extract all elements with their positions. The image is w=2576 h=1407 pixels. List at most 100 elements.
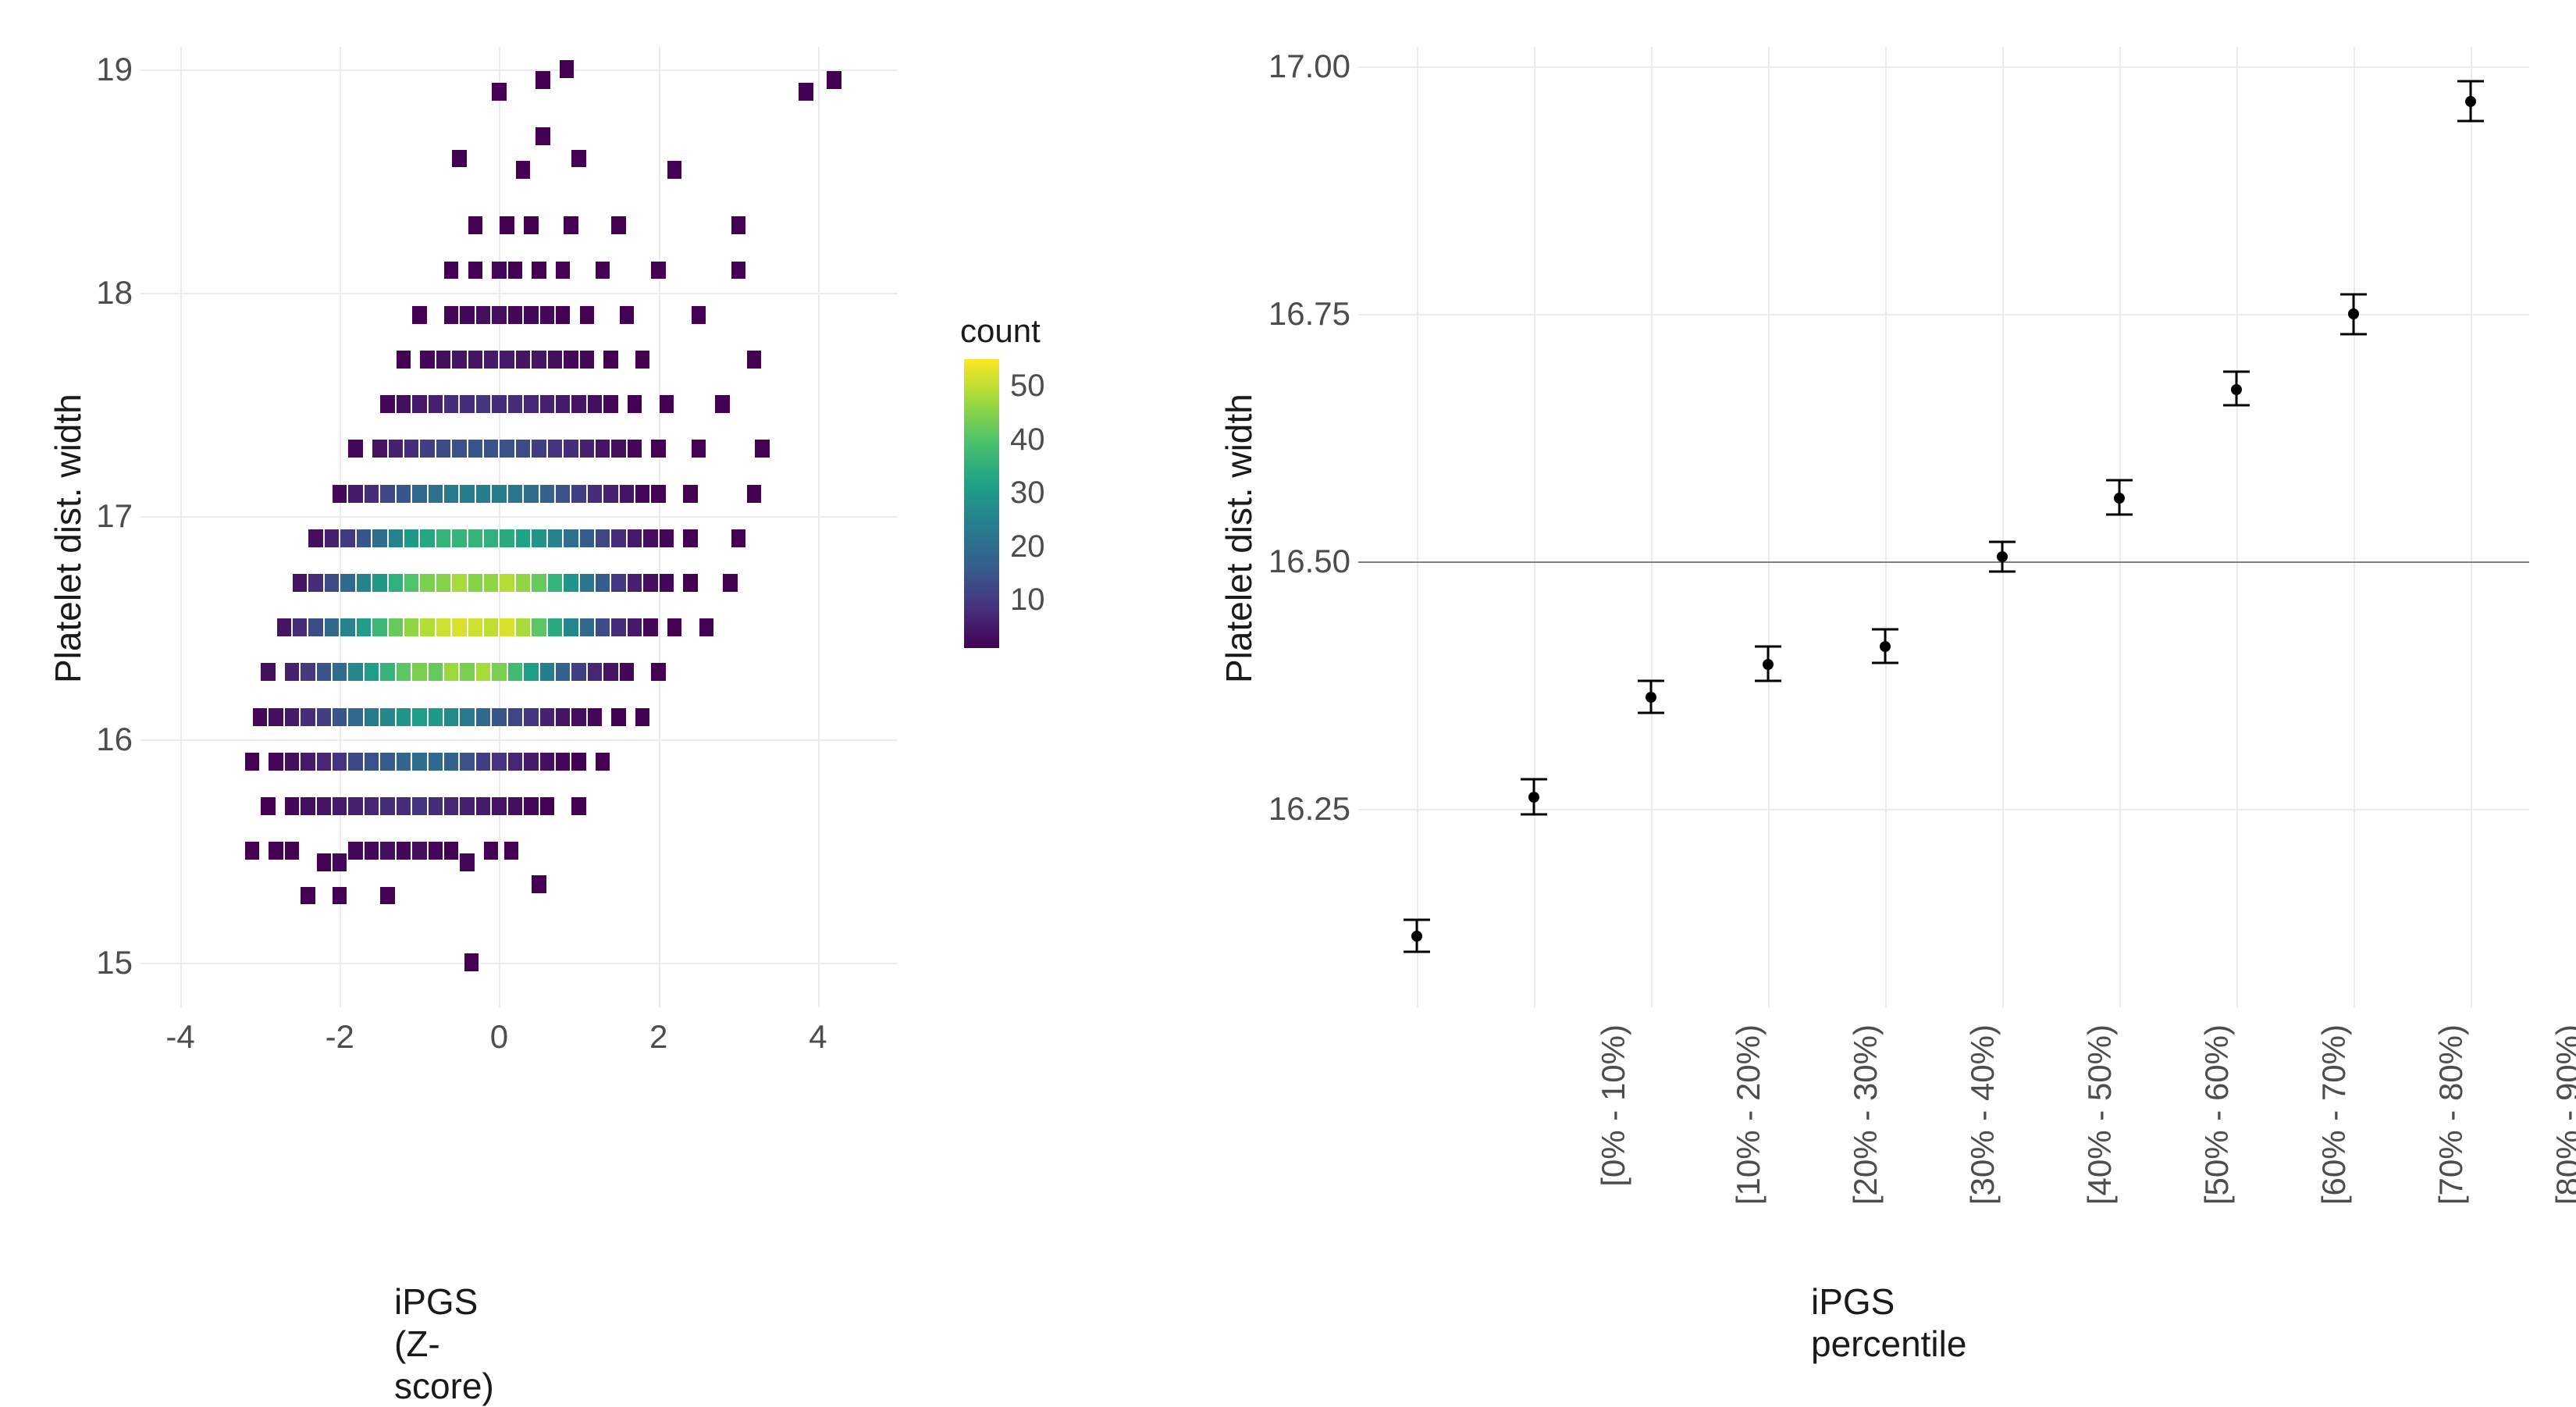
hexbin-cell: [444, 842, 458, 860]
hexbin-cell: [628, 395, 642, 413]
hexbin-cell: [508, 797, 522, 815]
hexbin-cell: [571, 395, 585, 413]
hexbin-cell: [348, 753, 362, 771]
hexbin-cell: [532, 351, 546, 369]
hexbin-cell: [285, 708, 299, 726]
hexbin-cell: [357, 529, 371, 547]
hexbin-cell: [492, 262, 506, 280]
hexbin-cell: [516, 618, 530, 636]
hexbin-cell: [556, 753, 570, 771]
hexbin-cell: [404, 574, 418, 592]
error-point: [1763, 659, 1774, 670]
hexbin-cell: [799, 83, 813, 101]
hexbin-cell: [611, 529, 625, 547]
grid-line: [2002, 47, 2004, 1007]
hexbin-cell: [380, 842, 394, 860]
hexbin-cell: [524, 216, 538, 234]
error-cap: [1989, 571, 2016, 573]
hexbin-cell: [436, 574, 450, 592]
error-cap: [2106, 479, 2133, 482]
hexbin-cell: [245, 753, 259, 771]
hexbin-cell: [635, 708, 649, 726]
error-cap: [2223, 370, 2250, 372]
hexbin-cell: [429, 753, 443, 771]
hexbin-cell: [603, 395, 617, 413]
hexbin-cell: [476, 306, 490, 324]
left-y-axis-title: Platelet dist. width: [47, 394, 89, 683]
hexbin-cell: [532, 618, 546, 636]
error-cap: [1404, 919, 1430, 921]
hexbin-cell: [516, 161, 530, 179]
hexbin-cell: [436, 440, 450, 458]
grid-line: [141, 293, 898, 294]
y-tick-label: 16: [86, 721, 133, 758]
error-cap: [1755, 679, 1781, 682]
hexbin-cell: [596, 262, 610, 280]
hexbin-cell: [317, 708, 331, 726]
hexbin-cell: [397, 485, 411, 503]
hexbin-cell: [348, 485, 362, 503]
hexbin-cell: [596, 618, 610, 636]
hexbin-cell: [365, 753, 379, 771]
hexbin-cell: [317, 853, 331, 871]
hexbin-cell: [532, 529, 546, 547]
hexbin-cell: [516, 351, 530, 369]
hexbin-cell: [333, 797, 347, 815]
hexbin-cell: [397, 663, 411, 681]
hexbin-cell: [429, 395, 443, 413]
legend-title: count: [960, 312, 1041, 350]
hexbin-cell: [588, 485, 602, 503]
hexbin-cell: [444, 708, 458, 726]
hexbin-cell: [535, 71, 550, 89]
error-cap: [1404, 950, 1430, 953]
hexbin-cell: [571, 663, 585, 681]
grid-line: [141, 69, 898, 71]
hexbin-cell: [340, 529, 354, 547]
hexbin-cell: [651, 262, 665, 280]
hexbin-cell: [452, 618, 466, 636]
hexbin-cell: [580, 351, 594, 369]
hexbin-cell: [269, 753, 283, 771]
hexbin-cell: [556, 708, 570, 726]
error-cap: [1872, 661, 1898, 664]
hexbin-cell: [460, 797, 474, 815]
hexbin-cell: [603, 351, 617, 369]
hexbin-cell: [380, 395, 394, 413]
hexbin-cell: [436, 351, 450, 369]
hexbin-cell: [468, 440, 482, 458]
hexbin-cell: [667, 618, 681, 636]
hexbin-cell: [484, 574, 498, 592]
legend-tick-label: 30: [1010, 476, 1045, 511]
hexbin-cell: [372, 574, 386, 592]
hexbin-cell: [420, 529, 434, 547]
grid-line: [2236, 47, 2238, 1007]
hexbin-cell: [603, 663, 617, 681]
hexbin-cell: [389, 574, 403, 592]
hexbin-cell: [556, 395, 570, 413]
reference-hline: [1358, 561, 2529, 563]
legend-tick-label: 40: [1010, 422, 1045, 458]
hexbin-cell: [412, 306, 426, 324]
x-tick-label: 0: [475, 1018, 522, 1056]
hexbin-cell: [667, 161, 681, 179]
error-cap: [1989, 541, 2016, 543]
grid-line: [1885, 47, 1887, 1007]
hexbin-cell: [628, 529, 642, 547]
hexbin-cell: [468, 216, 482, 234]
y-tick-label: 17.00: [1253, 48, 1350, 85]
hexbin-cell: [357, 574, 371, 592]
hexbin-cell: [508, 663, 522, 681]
hexbin-cell: [747, 485, 761, 503]
hexbin-cell: [412, 753, 426, 771]
hexbin-cell: [500, 440, 514, 458]
hexbin-cell: [611, 440, 625, 458]
hexbin-cell: [452, 529, 466, 547]
hexbin-cell: [524, 485, 538, 503]
hexbin-cell: [460, 395, 474, 413]
hexbin-cell: [476, 663, 490, 681]
hexbin-cell: [580, 618, 594, 636]
hexbin-cell: [731, 216, 745, 234]
hexbin-cell: [476, 485, 490, 503]
grid-line: [818, 47, 820, 1007]
hexbin-cell: [524, 708, 538, 726]
